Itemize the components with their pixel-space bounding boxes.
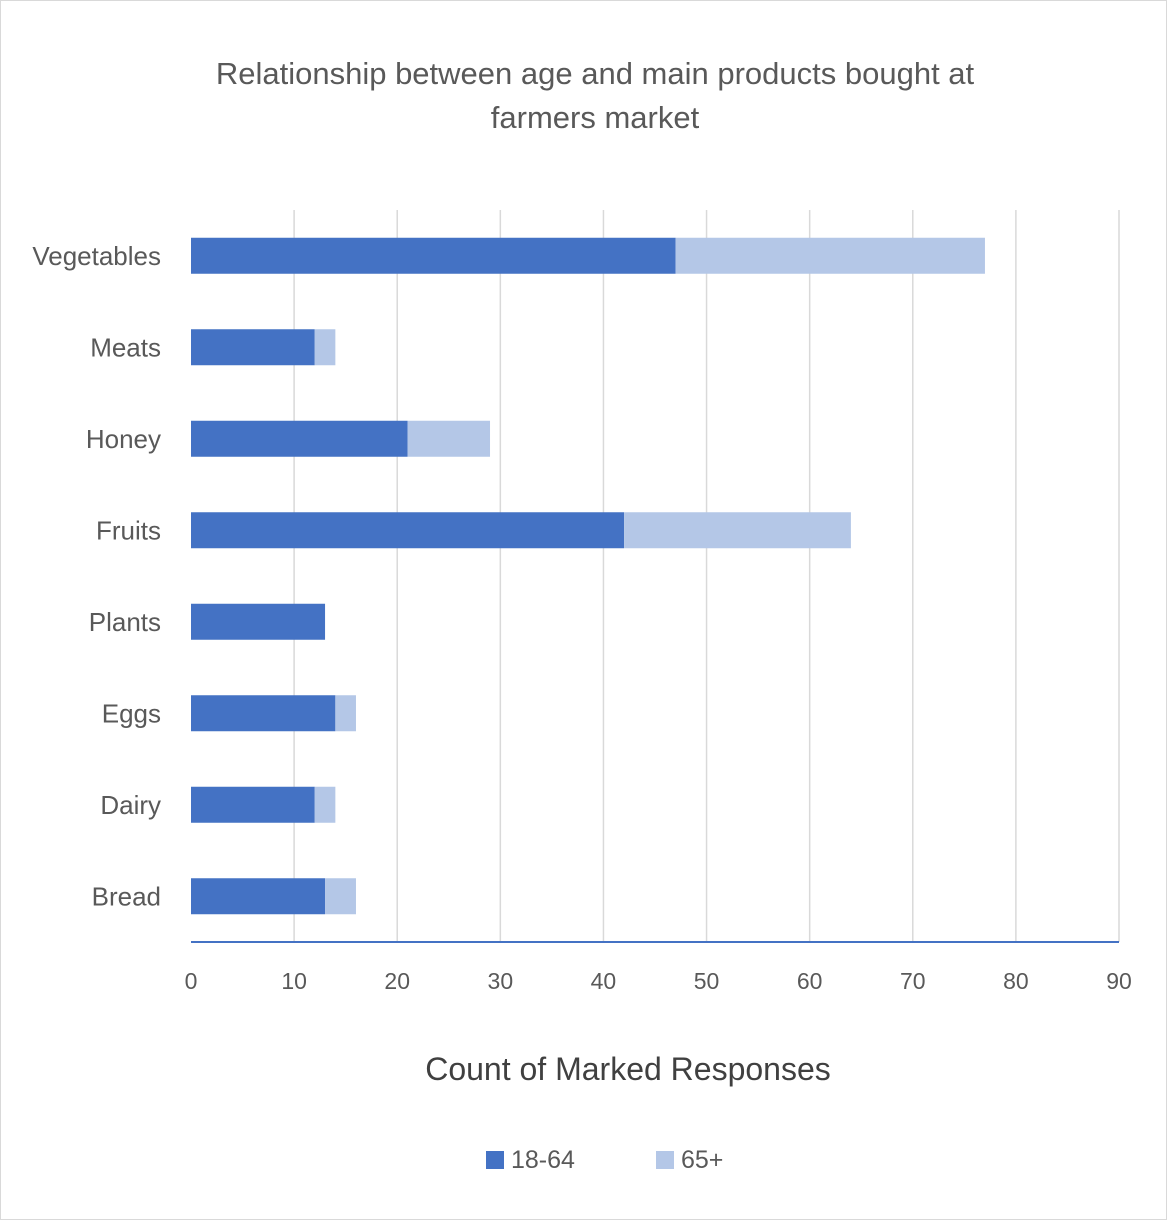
x-tick-label: 50 <box>694 968 720 994</box>
bar-18-64-vegetables <box>191 237 676 274</box>
bar-18-64-meats <box>191 329 315 366</box>
category-label: Bread <box>92 881 161 911</box>
category-labels: Vegetables Meats Honey Fruits Plants Eggs Dair… <box>32 241 161 912</box>
category-label: Dairy <box>100 790 161 820</box>
legend: 18-64 65+ <box>486 1146 723 1174</box>
bar-65+-vegetables <box>675 237 985 274</box>
chart-title: Relationship between age and main produc… <box>0 52 1167 140</box>
bar-65+-bread <box>325 878 356 915</box>
x-tick-label: 80 <box>1003 968 1029 994</box>
x-tick-label: 70 <box>900 968 926 994</box>
bar-65+-honey <box>407 420 491 457</box>
legend-label: 65+ <box>681 1146 723 1174</box>
x-tick-label: 40 <box>591 968 617 994</box>
bar-18-64-eggs <box>191 695 336 732</box>
category-label: Plants <box>89 607 161 637</box>
gridlines <box>293 210 1120 942</box>
bar-65+-dairy <box>314 786 336 823</box>
legend-swatch-65+ <box>656 1151 674 1169</box>
chart-title-line-1: Relationship between age and main produc… <box>215 56 975 91</box>
x-tick-label: 10 <box>281 968 307 994</box>
bar-65+-fruits <box>624 512 851 549</box>
bar-18-64-fruits <box>191 512 625 549</box>
bar-65+-meats <box>314 329 336 366</box>
category-label: Fruits <box>96 515 161 545</box>
bars <box>191 237 985 915</box>
x-tick-label: 30 <box>488 968 514 994</box>
legend-swatch-18-64 <box>486 1151 504 1169</box>
bar-18-64-dairy <box>191 786 315 823</box>
legend-label: 18-64 <box>511 1146 575 1174</box>
x-tick-label: 20 <box>384 968 410 994</box>
bar-18-64-plants <box>191 603 326 640</box>
bar-18-64-bread <box>191 878 326 915</box>
x-tick-label: 0 <box>185 968 198 994</box>
x-axis-title: Count of Marked Responses <box>425 1051 831 1087</box>
category-label: Meats <box>90 332 161 362</box>
x-tick-label: 90 <box>1106 968 1132 994</box>
x-tick-label: 60 <box>797 968 823 994</box>
category-label: Eggs <box>102 698 161 728</box>
category-label: Vegetables <box>32 241 161 271</box>
chart-title-line-2: farmers market <box>490 100 700 135</box>
bar-65+-eggs <box>335 695 356 732</box>
bar-18-64-honey <box>191 420 408 457</box>
category-label: Honey <box>86 424 161 454</box>
tick-labels: 0 10 20 30 40 50 60 70 80 90 <box>185 968 1132 994</box>
